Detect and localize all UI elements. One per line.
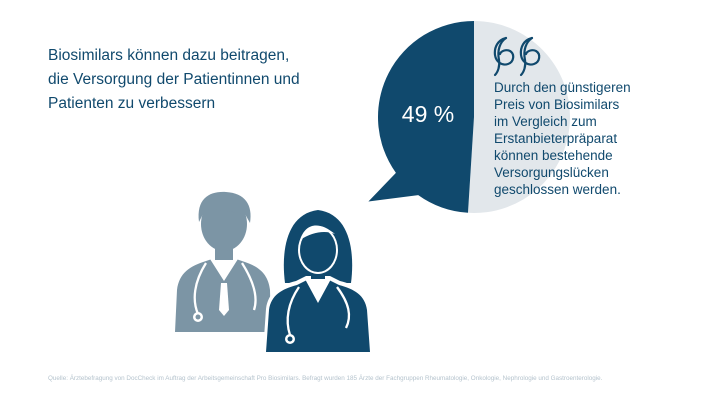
- male-doctor-stethoscope-bell-center: [195, 314, 201, 320]
- quote-line: Durch den günstigeren: [494, 80, 631, 95]
- female-doctor-stethoscope: [286, 286, 351, 336]
- quote-line: Versorgungslücken: [494, 165, 609, 180]
- headline-line: Patienten zu verbessern: [48, 95, 216, 112]
- pie-chart: 49 %: [368, 21, 570, 213]
- quote-line: Erstanbieterpräparat: [494, 131, 618, 146]
- headline-line: Biosimilars können dazu beitragen,: [48, 47, 290, 64]
- pie-data-label: 49 %: [402, 101, 454, 127]
- headline: Biosimilars können dazu beitragen, die V…: [48, 44, 348, 116]
- female-doctor-collar: [305, 276, 331, 303]
- male-doctor-illustration: [175, 191, 271, 332]
- male-doctor-collar: [210, 256, 238, 281]
- male-doctor-hair: [198, 191, 251, 223]
- female-doctor-head: [300, 228, 336, 272]
- quote-text: Durch den günstigeren Preis von Biosimil…: [494, 79, 694, 198]
- quote-line: im Vergleich zum: [494, 114, 597, 129]
- quotation-mark-icon: [493, 36, 541, 77]
- quote-line: geschlossen werden.: [494, 182, 621, 197]
- quote-line: Preis von Biosimilars: [494, 97, 620, 112]
- male-doctor-tie: [219, 283, 229, 316]
- pie-slice-49: [368, 21, 474, 213]
- female-doctor-illustration: [263, 210, 373, 352]
- female-doctor-stethoscope-bell-center: [287, 336, 293, 342]
- male-doctor-stethoscope: [193, 262, 257, 315]
- female-doctor-hair-front: [300, 225, 335, 240]
- source-note: Quelle: Ärztebefragung von DocCheck im A…: [48, 375, 603, 382]
- quote-line: können bestehende: [494, 148, 613, 163]
- pie-slice-remaining: [467, 21, 570, 213]
- headline-line: die Versorgung der Patientinnen und: [48, 71, 300, 88]
